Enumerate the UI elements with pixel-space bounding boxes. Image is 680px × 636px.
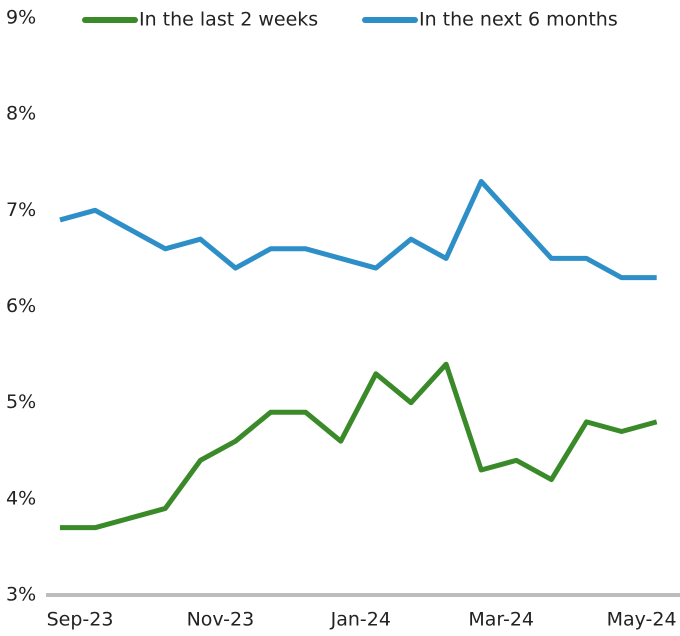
x-tick-label: Nov-23 <box>187 609 255 631</box>
series-line <box>59 178 657 281</box>
x-tick-label: May-24 <box>607 609 677 631</box>
y-tick-label: 3% <box>6 584 36 606</box>
x-tick-label: Mar-24 <box>468 609 534 631</box>
y-tick-label: 8% <box>6 103 36 125</box>
y-tick-label: 5% <box>6 391 36 413</box>
legend-label: In the next 6 months <box>419 9 618 31</box>
y-tick-label: 6% <box>6 295 36 317</box>
x-tick-label: Sep-23 <box>47 609 114 631</box>
x-tick-label: Jan-24 <box>330 609 391 631</box>
legend-label: In the last 2 weeks <box>139 9 318 31</box>
y-tick-label: 9% <box>6 7 36 29</box>
y-tick-label: 4% <box>6 487 36 509</box>
series-line <box>60 361 658 531</box>
y-tick-label: 7% <box>6 199 36 221</box>
